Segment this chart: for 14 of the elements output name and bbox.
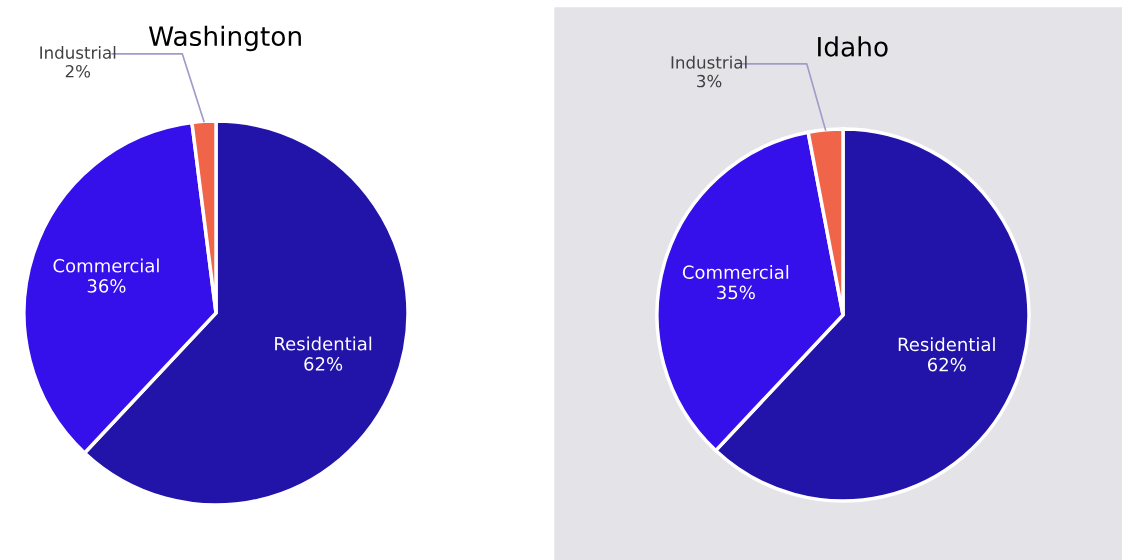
slice-label: Commercial <box>53 258 159 273</box>
data-label: 2% <box>65 64 91 78</box>
data-label: 3% <box>697 74 722 88</box>
data-label: 62% <box>304 357 343 371</box>
chart-title: Idaho <box>818 36 888 57</box>
slice-label: Residential <box>898 337 995 352</box>
data-label: 36% <box>87 279 126 293</box>
slice-label: Commercial <box>682 265 789 279</box>
chart-title: Washington <box>148 25 301 52</box>
data-label: 62% <box>927 357 966 372</box>
data-label: 35% <box>717 285 755 300</box>
slice-label: Residential <box>275 336 372 351</box>
slice-label: Industrial <box>671 55 747 69</box>
slice-label: Industrial <box>40 46 116 59</box>
